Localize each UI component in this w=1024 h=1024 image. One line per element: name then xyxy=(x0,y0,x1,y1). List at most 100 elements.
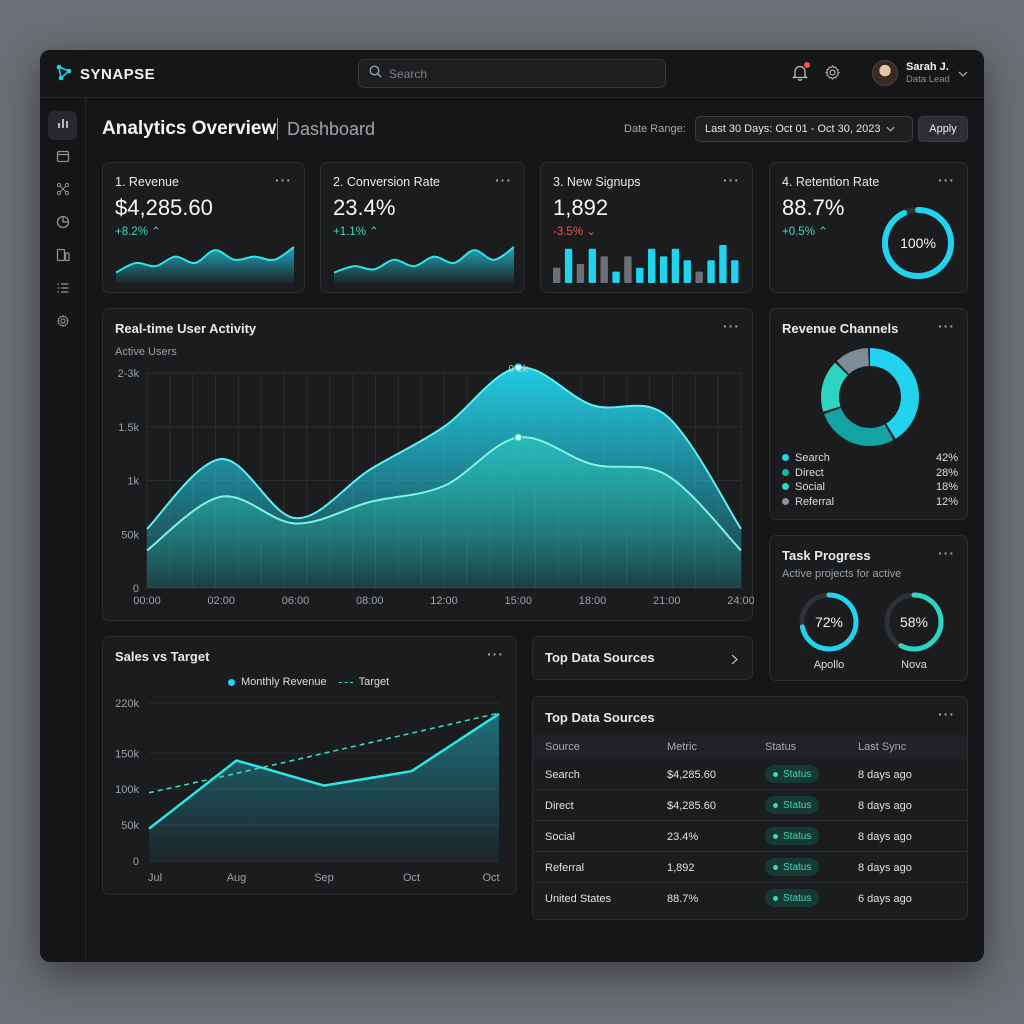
status-badge: Status xyxy=(765,889,820,907)
signups-bar xyxy=(648,248,656,283)
kpi-delta-value: +1.1% xyxy=(333,226,366,238)
search-box[interactable] xyxy=(358,59,666,88)
cell-source: Search xyxy=(545,769,580,781)
sidebar-item-lists[interactable] xyxy=(48,276,77,305)
card-title: Sales vs Target xyxy=(115,649,210,664)
cell-last-sync: 8 days ago xyxy=(858,800,912,812)
cell-source: Direct xyxy=(545,800,574,812)
revenue-channels-card: Revenue Channels ··· Search 42% Direct 2… xyxy=(769,308,968,520)
sparkline-area xyxy=(334,247,514,283)
date-range-select[interactable]: Last 30 Days: Oct 01 - Oct 30, 2023 xyxy=(695,116,913,142)
activity-area-secondary xyxy=(147,437,741,588)
more-options-button[interactable]: ··· xyxy=(938,545,955,561)
x-tick-label: 00:00 xyxy=(133,595,161,607)
table-row[interactable]: Search $4,285.60 Status 8 days ago xyxy=(533,760,967,790)
sparkline-line xyxy=(333,246,515,274)
search-input[interactable] xyxy=(389,66,649,81)
y-tick-label: 2-3k xyxy=(118,368,140,380)
app-logo[interactable]: SYNAPSE xyxy=(54,62,155,87)
card-title: Top Data Sources xyxy=(545,710,655,725)
title-divider xyxy=(277,118,278,140)
more-options-button[interactable]: ··· xyxy=(275,172,292,188)
more-options-button[interactable]: ··· xyxy=(487,646,504,662)
signups-bar xyxy=(707,260,715,283)
more-options-button[interactable]: ··· xyxy=(495,172,512,188)
channel-legend-item: Direct 28% xyxy=(782,467,958,481)
kpi-card-revenue: 1. Revenue ··· $4,285.60 +8.2% ⌃ xyxy=(102,162,305,293)
x-tick-label: Aug xyxy=(227,872,247,884)
status-badge: Status xyxy=(765,858,820,876)
table-row[interactable]: Referral 1,892 Status 8 days ago xyxy=(533,853,967,883)
cell-last-sync: 8 days ago xyxy=(858,862,912,874)
table-row[interactable]: United States 88.7% Status 6 days ago xyxy=(533,884,967,914)
cell-metric: 23.4% xyxy=(667,831,699,843)
signups-bar xyxy=(731,260,739,283)
table-row[interactable]: Direct $4,285.60 Status 8 days ago xyxy=(533,791,967,821)
card-title: Revenue Channels xyxy=(782,321,899,336)
sidebar-item-settings[interactable] xyxy=(48,309,77,338)
column-header[interactable]: Status xyxy=(765,741,797,753)
legend-revenue: Monthly Revenue xyxy=(241,676,327,688)
legend-dot xyxy=(782,454,789,461)
sidebar-item-devices[interactable] xyxy=(48,243,77,272)
channel-pct: 18% xyxy=(935,481,958,493)
more-options-button[interactable]: ··· xyxy=(723,318,740,334)
x-tick-label: Jul xyxy=(148,872,162,884)
signups-bar xyxy=(683,260,691,283)
column-header[interactable]: Source xyxy=(545,741,580,753)
user-activity-chart[interactable]: 0 50k 1k 1.5k 2-3k 00:00 02:00 06:00 08:00 12:00 1… xyxy=(103,361,754,616)
retention-ring-label: 100% xyxy=(900,235,936,251)
task-progress-card: Task Progress ··· Active projects for ac… xyxy=(769,535,968,681)
x-tick-label: 18:00 xyxy=(579,595,607,607)
donut-slice-direct xyxy=(821,348,919,446)
user-activity-card: Real-time User Activity ··· Active Users… xyxy=(102,308,754,621)
sidebar-item-network[interactable] xyxy=(48,177,77,206)
kpi-delta-value: +8.2% xyxy=(115,226,148,238)
cell-source: Referral xyxy=(545,862,585,874)
revenue-line xyxy=(148,712,500,830)
pie-chart-icon xyxy=(56,215,70,234)
nova-progress-ring xyxy=(884,592,944,652)
channel-legend-item: Referral 12% xyxy=(782,496,958,510)
channel-name: Direct xyxy=(795,467,824,479)
x-tick-label: Oct xyxy=(482,872,499,884)
synapse-logo-icon xyxy=(54,62,74,87)
status-text: Status xyxy=(783,892,812,904)
notifications-button[interactable] xyxy=(791,62,810,86)
kpi-title: 2. Conversion Rate xyxy=(333,175,441,189)
bell-icon xyxy=(791,65,809,85)
donut-slice-social xyxy=(821,348,919,446)
x-tick-label: 06:00 xyxy=(282,595,310,607)
sidebar-item-analytics[interactable] xyxy=(48,111,77,140)
gear-icon xyxy=(56,314,70,333)
notification-dot xyxy=(804,62,810,68)
more-options-button[interactable]: ··· xyxy=(723,172,740,188)
column-header[interactable]: Metric xyxy=(667,741,697,753)
revenue-channels-donut[interactable] xyxy=(818,345,922,449)
sales-vs-target-chart[interactable]: 0 50k 100k 150k 220k Jul Aug Sep Oct Oct xyxy=(103,693,518,891)
cell-metric: $4,285.60 xyxy=(667,769,716,781)
signups-bar xyxy=(564,248,573,283)
sidebar-item-calendar[interactable] xyxy=(48,144,77,173)
settings-button[interactable] xyxy=(824,64,841,86)
more-options-button[interactable]: ··· xyxy=(938,172,955,188)
sidebar-item-reports[interactable] xyxy=(48,210,77,239)
cell-last-sync: 6 days ago xyxy=(858,893,912,905)
user-menu[interactable]: Sarah J. Data Lead xyxy=(872,60,968,86)
top-data-sources-link[interactable]: Top Data Sources xyxy=(532,636,753,680)
table-row[interactable]: Social 23.4% Status 8 days ago xyxy=(533,822,967,852)
app-name: SYNAPSE xyxy=(80,66,156,83)
status-dot xyxy=(773,864,778,870)
kpi-delta: +1.1% ⌃ xyxy=(333,224,379,238)
more-options-button[interactable]: ··· xyxy=(938,318,955,334)
column-header[interactable]: Last Sync xyxy=(858,741,907,753)
apply-button[interactable]: Apply xyxy=(918,116,968,142)
signups-bar xyxy=(719,245,727,283)
activity-line-primary xyxy=(146,366,742,530)
revenue-sparkline xyxy=(115,246,295,283)
status-badge: Status xyxy=(765,796,820,814)
cell-metric: 88.7% xyxy=(667,893,699,905)
status-text: Status xyxy=(783,799,812,811)
more-options-button[interactable]: ··· xyxy=(938,706,955,722)
sparkline-line xyxy=(115,246,295,274)
